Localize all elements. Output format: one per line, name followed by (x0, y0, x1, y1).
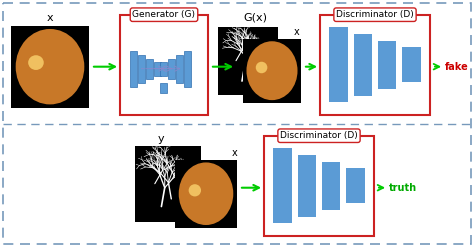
Bar (176, 55, 183, 83)
Bar (322, 162, 340, 210)
Bar (402, 47, 420, 82)
Text: Generator (G): Generator (G) (133, 10, 195, 19)
Bar (146, 59, 154, 79)
Text: truth: truth (389, 183, 417, 193)
Text: y: y (158, 134, 164, 144)
Bar (298, 155, 316, 217)
Ellipse shape (246, 41, 298, 100)
Bar (346, 168, 365, 203)
Bar (161, 83, 167, 93)
Bar (378, 41, 396, 89)
Bar (155, 62, 162, 76)
Bar (184, 51, 191, 87)
Bar (168, 59, 175, 79)
Text: x: x (294, 27, 300, 37)
Bar (354, 34, 372, 96)
Text: Discriminator (D): Discriminator (D) (336, 10, 414, 19)
Ellipse shape (256, 62, 267, 73)
Bar (120, 15, 208, 115)
Bar (130, 51, 137, 87)
Bar (135, 146, 201, 222)
Text: x: x (46, 13, 53, 23)
Text: fake: fake (445, 62, 469, 72)
Bar (161, 62, 167, 76)
Bar (264, 136, 374, 236)
Ellipse shape (179, 163, 233, 225)
Bar (273, 148, 292, 223)
Bar (175, 160, 237, 228)
Text: Discriminator (D): Discriminator (D) (280, 131, 358, 140)
Bar (138, 55, 146, 83)
Bar (243, 39, 301, 103)
Text: G(x): G(x) (243, 13, 267, 23)
FancyBboxPatch shape (3, 3, 471, 244)
Ellipse shape (28, 55, 44, 70)
Ellipse shape (189, 184, 201, 196)
Bar (329, 27, 348, 102)
Bar (320, 15, 430, 115)
Ellipse shape (16, 29, 84, 104)
Bar (11, 26, 89, 108)
Bar (218, 27, 278, 95)
Text: x: x (232, 148, 238, 158)
